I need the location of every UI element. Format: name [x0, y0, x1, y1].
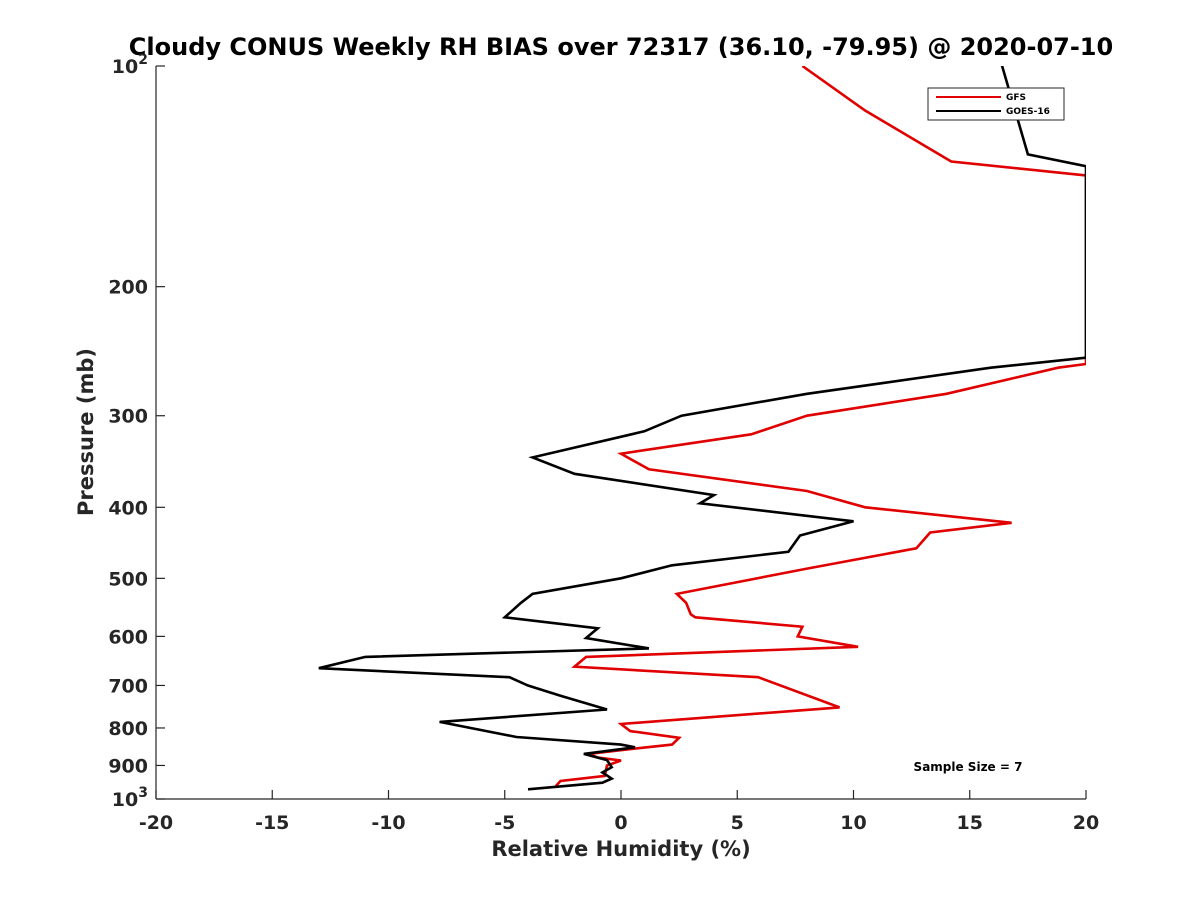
legend-label-goes16: GOES-16	[1006, 107, 1050, 117]
y-ticks: 102 200 300 400 500 600 700 800 900 103	[108, 52, 165, 811]
x-ticks: -20 -15 -10 -5 0 5 10 15 20	[139, 790, 1099, 834]
y-tick-label: 700	[108, 675, 148, 697]
x-tick-label: 20	[1073, 812, 1099, 834]
x-tick-label: -15	[255, 812, 289, 834]
legend-label-gfs: GFS	[1006, 93, 1026, 103]
x-tick-label: 5	[731, 812, 744, 834]
y-axis-label: Pressure (mb)	[74, 348, 98, 516]
y-tick-label: 900	[108, 755, 148, 777]
chart-title: Cloudy CONUS Weekly RH BIAS over 72317 (…	[129, 33, 1113, 61]
legend-box	[927, 87, 1065, 121]
legend: GFS GOES-16	[927, 87, 1065, 121]
x-tick-label: -20	[139, 812, 173, 834]
x-axis-label: Relative Humidity (%)	[491, 837, 750, 861]
y-tick-label: 600	[108, 626, 148, 648]
y-tick-label: 200	[108, 277, 148, 299]
y-tick-label: 400	[108, 497, 148, 519]
y-tick-label: 103	[112, 785, 148, 811]
y-tick-label: 300	[108, 406, 148, 428]
x-tick-label: 10	[840, 812, 866, 834]
x-tick-label: -10	[371, 812, 405, 834]
series-layer	[318, 66, 1086, 791]
y-tick-label: 800	[108, 718, 148, 740]
y-tick-label: 102	[112, 52, 148, 78]
axes	[155, 66, 1086, 800]
sample-size-annotation: Sample Size = 7	[914, 760, 1023, 774]
x-tick-label: 15	[957, 812, 983, 834]
x-tick-label: -5	[494, 812, 515, 834]
x-tick-label: 0	[614, 812, 627, 834]
series-line-goes16	[318, 66, 1086, 791]
y-tick-label: 500	[108, 568, 148, 590]
series-line-gfs	[554, 66, 1086, 787]
